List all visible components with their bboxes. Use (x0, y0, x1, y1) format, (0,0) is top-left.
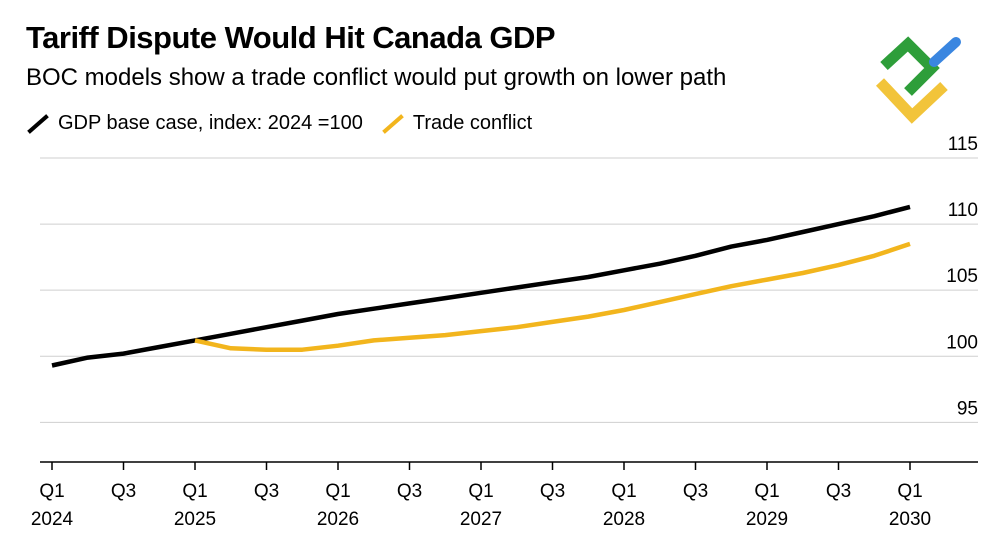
legend-swatch-base-case (27, 113, 49, 134)
x-tick-year-label-4: 2025 (174, 509, 216, 530)
y-tick-label-100: 100 (946, 332, 978, 353)
legend-label-base-case: GDP base case, index: 2024 =100 (58, 112, 363, 134)
legend-item-base-case: GDP base case, index: 2024 =100 (26, 112, 363, 135)
logo-green-mark (880, 36, 940, 96)
x-tick-quarter-label-0: Q1 (39, 481, 64, 502)
x-tick-quarter-label-14: Q3 (540, 481, 565, 502)
x-tick-year-label-12: 2027 (460, 509, 502, 530)
x-tick-year-label-0: 2024 (31, 509, 74, 530)
brand-logo-icon (875, 36, 961, 124)
y-tick-label-95: 95 (957, 398, 978, 419)
logo-blue-mark (929, 37, 961, 67)
x-tick-quarter-label-8: Q1 (325, 481, 350, 502)
x-tick-quarter-label-24: Q1 (897, 481, 922, 502)
logo-yellow-mark (875, 78, 948, 124)
series-line-base-case (51, 204, 911, 368)
y-tick-label-115: 115 (948, 134, 978, 155)
x-tick-quarter-label-22: Q3 (826, 481, 851, 502)
x-tick-year-label-24: 2030 (889, 509, 931, 530)
x-tick-quarter-label-6: Q3 (254, 481, 279, 502)
x-tick-quarter-label-20: Q1 (754, 481, 779, 502)
x-tick-quarter-label-2: Q3 (111, 481, 136, 502)
x-tick-year-label-8: 2026 (317, 509, 359, 530)
y-tick-label-110: 110 (948, 200, 978, 221)
x-tick-quarter-label-16: Q1 (611, 481, 636, 502)
x-tick-quarter-label-10: Q3 (397, 481, 422, 502)
x-tick-year-label-20: 2029 (746, 509, 788, 530)
y-tick-label-105: 105 (946, 266, 978, 287)
x-tick-year-label-16: 2028 (603, 509, 645, 530)
legend-label-trade-conflict: Trade conflict (412, 112, 533, 134)
legend-item-trade-conflict: Trade conflict (381, 112, 532, 135)
x-tick-quarter-label-18: Q3 (683, 481, 708, 502)
chart-subtitle: BOC models show a trade conflict would p… (26, 64, 727, 91)
chart-title: Tariff Dispute Would Hit Canada GDP (26, 20, 556, 55)
x-tick-quarter-label-12: Q1 (468, 481, 493, 502)
x-tick-quarter-label-4: Q1 (182, 481, 207, 502)
legend-swatch-trade-conflict (382, 113, 404, 134)
series-line-trade-conflict (194, 241, 911, 352)
chart-legend: GDP base case, index: 2024 =100 Trade co… (26, 112, 550, 135)
